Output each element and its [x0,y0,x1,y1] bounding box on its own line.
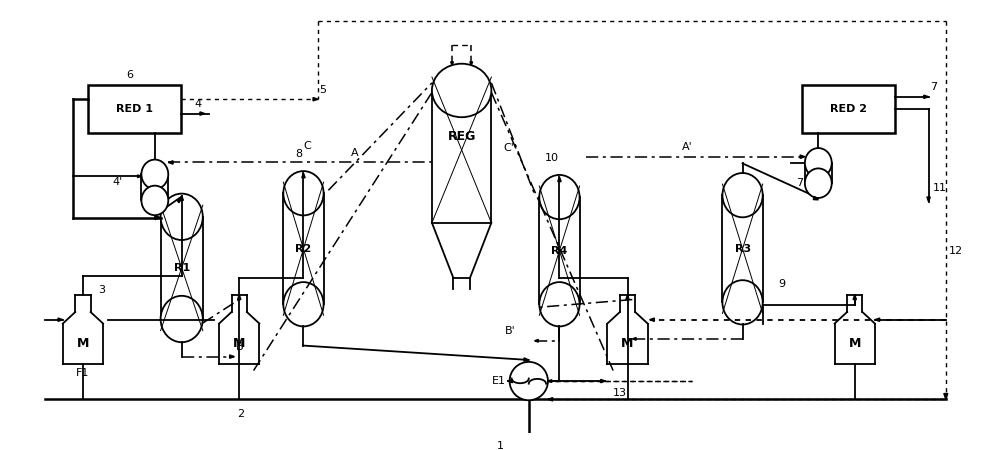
Ellipse shape [161,296,203,342]
Text: E1: E1 [492,376,506,386]
Polygon shape [875,318,880,321]
Polygon shape [155,216,161,220]
Text: C: C [303,141,311,151]
Ellipse shape [539,175,580,219]
Polygon shape [632,338,636,340]
Text: 11: 11 [933,183,947,194]
Ellipse shape [722,173,763,217]
Text: 4: 4 [194,99,202,109]
Polygon shape [168,161,173,164]
Polygon shape [524,358,529,361]
Text: M: M [77,337,89,350]
Polygon shape [548,380,552,382]
Bar [432,90,491,223]
Text: 3: 3 [99,285,106,295]
Text: 8: 8 [295,149,302,159]
Polygon shape [626,295,629,300]
Text: RED 1: RED 1 [116,104,153,114]
Ellipse shape [141,160,168,189]
Text: 13: 13 [613,387,627,397]
Ellipse shape [805,168,832,198]
Polygon shape [944,393,948,399]
Circle shape [510,362,548,400]
Polygon shape [548,398,553,401]
Text: 7': 7' [796,178,806,188]
Polygon shape [177,198,182,202]
Polygon shape [853,295,856,300]
Text: REG: REG [447,130,476,143]
Text: 5: 5 [319,85,326,94]
Polygon shape [813,197,818,200]
Polygon shape [601,379,605,383]
Polygon shape [470,62,473,66]
Polygon shape [238,295,241,300]
Ellipse shape [722,280,763,324]
Bar [283,193,324,304]
Bar [161,217,203,319]
Bar [802,85,895,133]
Ellipse shape [161,194,203,240]
Text: B': B' [505,326,516,336]
Text: B: B [235,342,243,352]
Text: F1: F1 [76,369,90,378]
Text: R2: R2 [295,244,312,254]
Ellipse shape [432,64,491,117]
Text: 1: 1 [496,441,504,450]
Text: R1: R1 [174,263,190,273]
Polygon shape [927,197,930,202]
Text: M: M [233,337,245,350]
Ellipse shape [283,282,324,326]
Bar [805,163,832,183]
Ellipse shape [805,148,832,178]
Text: 9: 9 [778,279,785,289]
Text: A: A [350,148,358,158]
Polygon shape [58,318,63,321]
Text: M: M [849,337,861,350]
Polygon shape [200,112,205,115]
Polygon shape [508,379,512,383]
Polygon shape [302,173,305,178]
Text: RED 2: RED 2 [830,104,867,114]
Bar [539,197,580,304]
Text: M: M [621,337,634,350]
Text: R4: R4 [551,246,568,256]
Polygon shape [924,95,929,99]
Polygon shape [180,196,183,200]
Text: R3: R3 [735,244,751,254]
Text: 12: 12 [948,246,962,256]
Ellipse shape [539,282,580,326]
Text: 10: 10 [545,153,559,162]
Bar [722,195,763,302]
Text: 4': 4' [112,177,122,187]
Bar [141,174,168,200]
Text: 6: 6 [126,70,133,80]
Polygon shape [451,62,453,66]
Text: 7: 7 [930,82,937,92]
Text: 2: 2 [238,409,245,419]
Text: A': A' [682,142,692,152]
Polygon shape [138,175,141,178]
Polygon shape [535,339,538,342]
Polygon shape [800,155,805,158]
Polygon shape [650,318,654,321]
Bar [88,85,181,133]
Ellipse shape [283,171,324,216]
Ellipse shape [141,186,168,215]
Polygon shape [313,98,318,101]
Polygon shape [230,355,234,358]
Text: C': C' [503,143,514,153]
Polygon shape [558,177,561,182]
